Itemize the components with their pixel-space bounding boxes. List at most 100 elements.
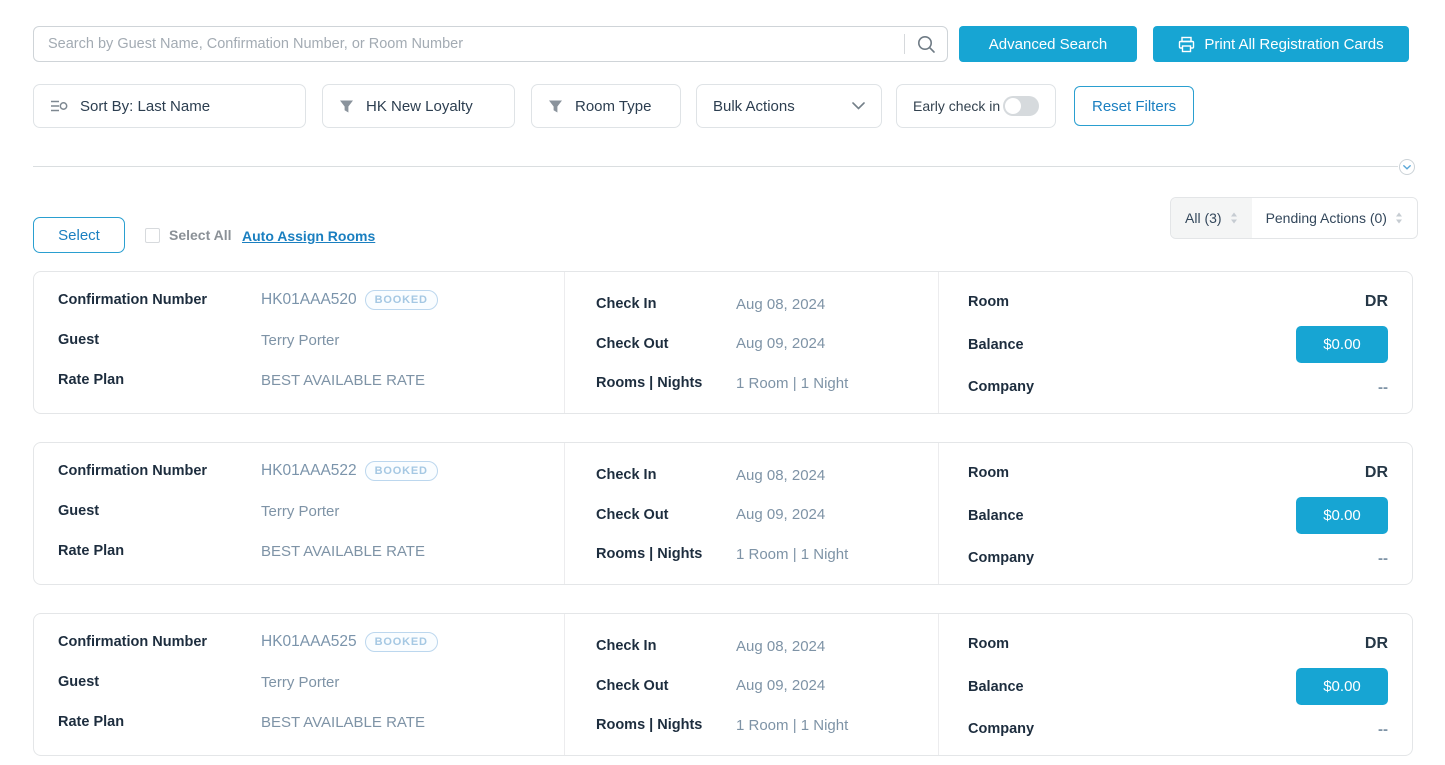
advanced-search-button[interactable]: Advanced Search: [959, 26, 1137, 62]
balance-button[interactable]: $0.00: [1296, 668, 1388, 705]
balance-label: Balance: [968, 336, 1024, 353]
early-check-in-label: Early check in: [913, 98, 1001, 114]
rooms-nights-label: Rooms | Nights: [596, 375, 703, 391]
guest-value: Terry Porter: [261, 502, 340, 520]
company-label: Company: [968, 721, 1035, 737]
rooms-nights-value: 1 Room | 1 Night: [736, 374, 849, 392]
check-out-value: Aug 09, 2024: [736, 506, 826, 523]
rate-plan-label: Rate Plan: [58, 714, 125, 730]
select-button[interactable]: Select: [33, 217, 125, 253]
sort-icon: [50, 98, 68, 114]
select-all-control[interactable]: Select All: [145, 227, 232, 243]
sort-by-dropdown[interactable]: Sort By: Last Name: [33, 84, 306, 128]
search-divider: [904, 34, 905, 54]
guest-label: Guest: [58, 332, 100, 348]
reset-filters-button[interactable]: Reset Filters: [1074, 86, 1195, 126]
rooms-nights-value: 1 Room | 1 Night: [736, 545, 849, 563]
company-label: Company: [968, 550, 1035, 566]
search-box: [33, 26, 948, 62]
status-badge: BOOKED: [364, 461, 438, 481]
rooms-nights-value: 1 Room | 1 Night: [736, 716, 849, 734]
reservation-card: Confirmation Number HK01AAA520 BOOKED Gu…: [33, 271, 1413, 414]
tab-pending-actions-label: Pending Actions (0): [1265, 210, 1387, 226]
check-out-value: Aug 09, 2024: [736, 335, 826, 352]
search-row: Advanced Search Print All Registration C…: [33, 26, 1409, 62]
print-all-button[interactable]: Print All Registration Cards: [1153, 26, 1409, 62]
guest-label: Guest: [58, 674, 100, 690]
balance-label: Balance: [968, 507, 1024, 524]
guest-value: Terry Porter: [261, 331, 340, 349]
room-label: Room: [968, 465, 1010, 481]
search-icon[interactable]: [916, 34, 937, 55]
sort-arrows-icon: [1395, 212, 1403, 224]
check-out-label: Check Out: [596, 677, 669, 694]
rate-plan-value: BEST AVAILABLE RATE: [261, 371, 425, 389]
balance-button[interactable]: $0.00: [1296, 326, 1388, 363]
toggle-knob: [1005, 98, 1021, 114]
filter-row: Sort By: Last Name HK New Loyalty Room T…: [33, 84, 1195, 128]
chevron-down-icon: [852, 102, 865, 110]
confirmation-number-value: HK01AAA520: [261, 291, 357, 308]
confirmation-number-value: HK01AAA525: [261, 633, 357, 650]
tab-all-label: All (3): [1185, 210, 1222, 226]
sort-arrows-icon: [1230, 212, 1238, 224]
rooms-nights-label: Rooms | Nights: [596, 717, 703, 733]
check-out-label: Check Out: [596, 335, 669, 352]
check-in-value: Aug 08, 2024: [736, 637, 826, 655]
search-input[interactable]: [48, 36, 898, 52]
room-value: DR: [1364, 464, 1388, 481]
check-in-label: Check In: [596, 467, 657, 483]
status-badge: BOOKED: [364, 290, 438, 310]
bulk-actions-dropdown[interactable]: Bulk Actions: [696, 84, 882, 128]
rate-plan-label: Rate Plan: [58, 372, 125, 388]
loyalty-filter[interactable]: HK New Loyalty: [322, 84, 515, 128]
tab-pending-actions[interactable]: Pending Actions (0): [1251, 198, 1417, 238]
confirmation-number-label: Confirmation Number: [58, 634, 208, 650]
balance-label: Balance: [968, 678, 1024, 695]
status-badge: BOOKED: [364, 632, 438, 652]
rate-plan-value: BEST AVAILABLE RATE: [261, 713, 425, 731]
tab-all[interactable]: All (3): [1171, 198, 1252, 238]
check-in-value: Aug 08, 2024: [736, 466, 826, 484]
company-value: --: [1378, 549, 1388, 567]
room-type-filter[interactable]: Room Type: [531, 84, 681, 128]
check-in-label: Check In: [596, 638, 657, 654]
company-value: --: [1378, 720, 1388, 738]
company-value: --: [1378, 378, 1388, 396]
collapse-chevron-icon[interactable]: [1399, 159, 1415, 175]
check-in-value: Aug 08, 2024: [736, 295, 826, 313]
rooms-nights-label: Rooms | Nights: [596, 546, 703, 562]
select-all-label: Select All: [169, 227, 232, 243]
card-view-tabs: All (3) Pending Actions (0): [1170, 197, 1418, 239]
check-in-label: Check In: [596, 296, 657, 312]
bulk-actions-label: Bulk Actions: [713, 97, 795, 115]
filter-funnel-icon: [548, 99, 563, 114]
room-label: Room: [968, 294, 1010, 310]
room-type-filter-label: Room Type: [575, 97, 652, 115]
balance-button[interactable]: $0.00: [1296, 497, 1388, 534]
print-all-label: Print All Registration Cards: [1204, 35, 1384, 53]
room-value: DR: [1364, 293, 1388, 310]
select-all-checkbox[interactable]: [145, 227, 160, 243]
room-label: Room: [968, 636, 1010, 652]
confirmation-number-value: HK01AAA522: [261, 462, 357, 479]
section-divider: [33, 166, 1398, 167]
confirmation-number-label: Confirmation Number: [58, 463, 208, 479]
early-check-in-toggle[interactable]: [1003, 96, 1039, 116]
guest-value: Terry Porter: [261, 673, 340, 691]
auto-assign-rooms-link[interactable]: Auto Assign Rooms: [242, 228, 376, 244]
sort-by-label: Sort By: Last Name: [80, 97, 211, 115]
confirmation-number-label: Confirmation Number: [58, 292, 208, 308]
rate-plan-label: Rate Plan: [58, 543, 125, 559]
printer-icon: [1178, 36, 1195, 53]
guest-label: Guest: [58, 503, 100, 519]
company-label: Company: [968, 379, 1035, 395]
filter-funnel-icon: [339, 99, 354, 114]
loyalty-filter-label: HK New Loyalty: [366, 97, 473, 115]
check-out-value: Aug 09, 2024: [736, 677, 826, 694]
check-out-label: Check Out: [596, 506, 669, 523]
rate-plan-value: BEST AVAILABLE RATE: [261, 542, 425, 560]
reservation-card: Confirmation Number HK01AAA522 BOOKED Gu…: [33, 442, 1413, 585]
early-check-in-control: Early check in: [896, 84, 1056, 128]
